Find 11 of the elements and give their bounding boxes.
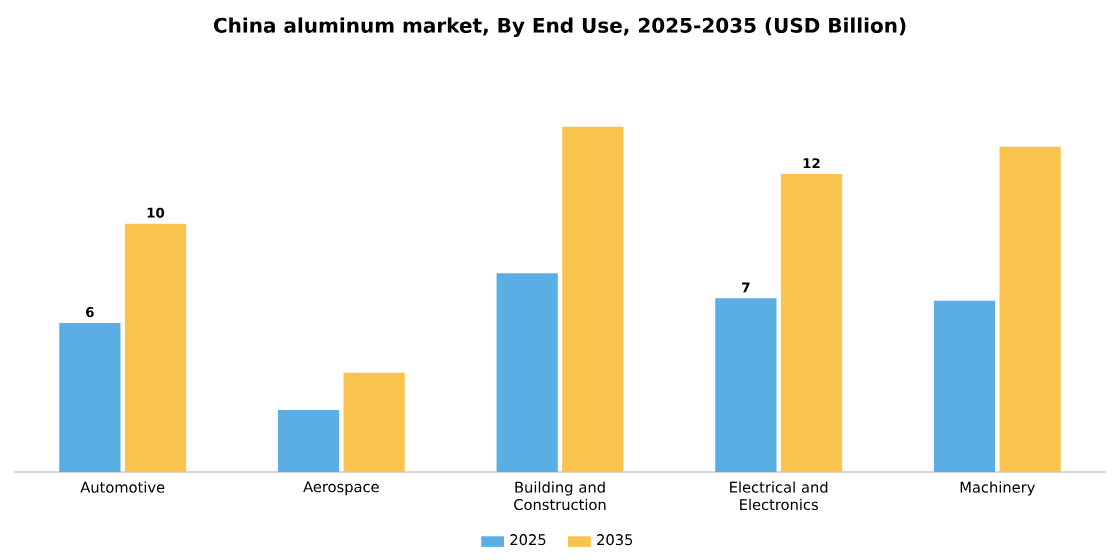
bar [715, 298, 777, 472]
bar [999, 146, 1061, 472]
bar [124, 223, 187, 472]
bar [59, 322, 121, 472]
bar [277, 409, 340, 472]
bar [933, 300, 996, 472]
bar [562, 126, 624, 472]
chart-title: China aluminum market, By End Use, 2025-2035 (USD Billion) [213, 17, 906, 37]
bar [343, 372, 405, 472]
bar [780, 173, 843, 472]
bar [496, 273, 558, 472]
